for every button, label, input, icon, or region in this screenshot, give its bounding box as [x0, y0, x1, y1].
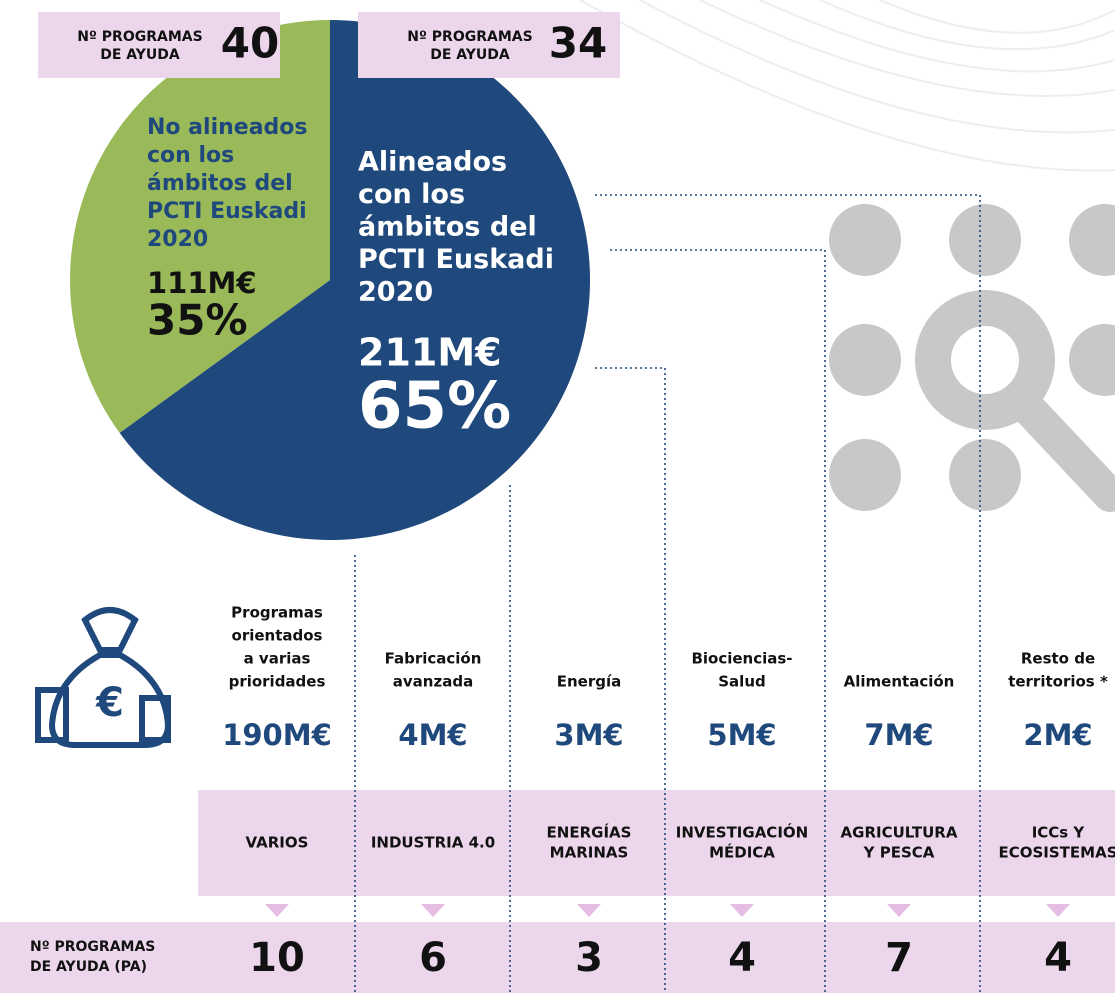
sector-label: Fabricación [385, 650, 482, 668]
pie [70, 20, 590, 541]
svg-text:€: € [95, 680, 124, 726]
sector-label: Alimentación [844, 673, 955, 691]
sector-amount: 4M€ [398, 718, 467, 752]
sector-programs: 4 [728, 935, 756, 981]
slice-label: 2020 [147, 227, 208, 252]
sector-programs: 10 [249, 935, 305, 981]
pie-slice [119, 20, 590, 541]
sector-label: territorios * [1008, 673, 1108, 691]
programs-count: 40 [221, 19, 279, 68]
sector-label: avanzada [393, 673, 473, 691]
slice-label: PCTI Euskadi [147, 199, 307, 224]
pointer-triangle [730, 904, 754, 917]
sector-label: orientados [232, 627, 323, 645]
sector-label: Biociencias- [691, 650, 792, 668]
pointer-triangle [577, 904, 601, 917]
sector-label: prioridades [229, 673, 326, 691]
slice-label: ámbitos del [358, 212, 537, 243]
sector-area: MÉDICA [709, 843, 775, 862]
sector-area: ICCs Y [1032, 824, 1086, 842]
slice-label: con los [358, 179, 465, 210]
money-bag-icon: € [35, 607, 172, 748]
sector-area: Y PESCA [863, 844, 935, 862]
sector-label: Resto de [1021, 650, 1095, 668]
sector-programs: 4 [1044, 935, 1072, 981]
sector-amount: 7M€ [864, 718, 933, 752]
slice-percent: 65% [358, 370, 511, 444]
background-swoosh [579, 0, 1115, 172]
programs-row-label: DE AYUDA (PA) [30, 959, 147, 975]
sector-label: Programas [231, 604, 323, 622]
pie-slice [70, 20, 331, 433]
programs-label: Nº PROGRAMAS [407, 29, 532, 45]
programs-label: Nº PROGRAMAS [77, 29, 202, 45]
sector-area: ECOSISTEMAS [998, 844, 1115, 862]
sector-amount: 3M€ [554, 718, 623, 752]
sector-area: ENERGÍAS [547, 823, 632, 842]
slice-amount: 211M€ [358, 331, 502, 375]
sector-label: Salud [718, 673, 765, 691]
programs-label: DE AYUDA [430, 47, 510, 63]
programs-row-label: Nº PROGRAMAS [30, 939, 155, 955]
sector-programs: 7 [885, 935, 913, 981]
pointer-triangle [421, 904, 445, 917]
sector-programs: 3 [575, 935, 603, 981]
connector-lines [354, 194, 981, 993]
sector-area: MARINAS [550, 844, 629, 862]
slice-amount: 111M€ [147, 266, 257, 300]
slice-percent: 35% [147, 296, 248, 345]
pink-bands [0, 12, 1115, 993]
slice-label: Alineados [358, 147, 507, 178]
magnifier-icon [829, 204, 1115, 512]
sector-area: INDUSTRIA 4.0 [371, 834, 495, 852]
pointer-triangle [887, 904, 911, 917]
sector-area: VARIOS [246, 834, 309, 852]
sector-label: a varias [244, 650, 311, 668]
programs-label: DE AYUDA [100, 47, 180, 63]
sector-area: INVESTIGACIÓN [676, 823, 808, 842]
pointer-triangle [1046, 904, 1070, 917]
slice-label: No alineados [147, 115, 308, 140]
sector-area: AGRICULTURA [841, 824, 958, 842]
sector-amount: 190M€ [222, 718, 332, 752]
sector-amount: 5M€ [707, 718, 776, 752]
slice-label: con los [147, 143, 234, 168]
sector-label: Energía [557, 673, 622, 691]
sector-amount: 2M€ [1023, 718, 1092, 752]
pointer-triangle [265, 904, 289, 917]
sector-programs: 6 [419, 935, 447, 981]
slice-label: ámbitos del [147, 171, 293, 196]
slice-label: PCTI Euskadi [358, 244, 554, 275]
slice-label: 2020 [358, 277, 433, 308]
programs-count: 34 [549, 19, 607, 68]
